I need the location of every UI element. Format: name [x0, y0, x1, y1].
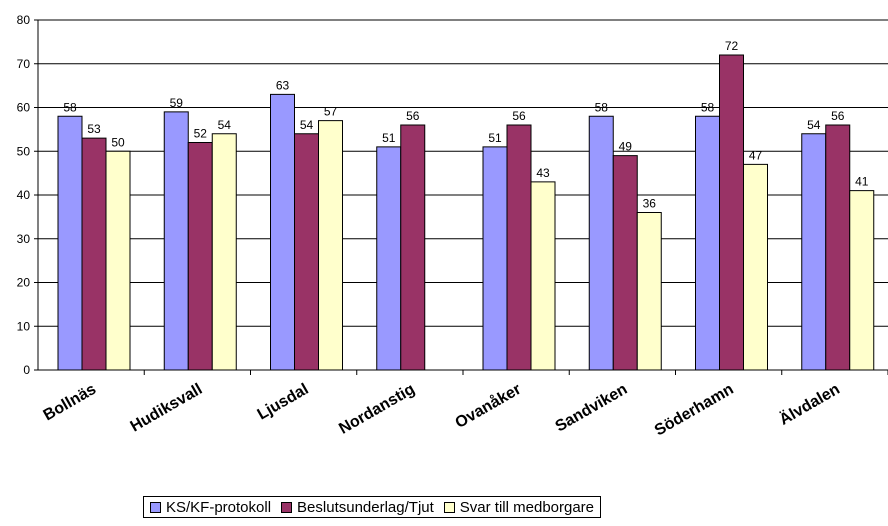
- x-tick-label: Ljusdal: [255, 381, 312, 424]
- bar: [294, 133, 319, 371]
- data-label: 58: [701, 100, 715, 114]
- data-label: 56: [831, 109, 845, 123]
- bar: [801, 133, 827, 371]
- bar: [187, 142, 213, 371]
- data-label: 72: [725, 39, 739, 53]
- data-label: 54: [218, 118, 232, 132]
- data-label: 54: [300, 118, 314, 132]
- bar: [588, 115, 614, 371]
- data-label: 50: [111, 135, 125, 149]
- chart-legend: KS/KF-protokoll Beslutsunderlag/Tjut Sva…: [143, 496, 602, 518]
- y-tick-label: 50: [17, 144, 31, 158]
- bar: [482, 146, 508, 371]
- data-label: 58: [595, 100, 609, 114]
- x-tick-label: Ovanåker: [452, 380, 524, 432]
- legend-label-svar: Svar till medborgare: [459, 498, 595, 516]
- y-tick-label: 70: [17, 57, 31, 71]
- data-label: 51: [488, 131, 502, 145]
- y-tick-label: 30: [17, 232, 31, 246]
- bar: [105, 150, 131, 371]
- data-label: 43: [536, 166, 550, 180]
- bar: [318, 120, 343, 371]
- bar: [270, 93, 295, 371]
- bar: [719, 54, 744, 371]
- data-label: 52: [194, 127, 208, 141]
- bar: [57, 115, 83, 371]
- bar: [506, 124, 532, 371]
- y-tick-label: 80: [17, 13, 31, 27]
- x-tick-label: Bollnäs: [41, 381, 100, 425]
- data-label: 54: [807, 118, 821, 132]
- x-tick-label: Nordanstig: [336, 381, 418, 438]
- legend-item-svar: Svar till medborgare: [443, 498, 595, 516]
- data-label: 56: [406, 109, 420, 123]
- bar: [612, 155, 638, 371]
- data-label: 56: [512, 109, 526, 123]
- bar: [530, 181, 556, 371]
- data-label: 53: [87, 122, 101, 136]
- data-label: 36: [643, 197, 657, 211]
- y-tick-label: 40: [17, 188, 31, 202]
- data-label: 57: [324, 105, 338, 119]
- data-label: 63: [276, 78, 290, 92]
- legend-label-ks-kf: KS/KF-protokoll: [166, 498, 272, 516]
- y-tick-label: 20: [17, 276, 31, 290]
- legend-swatch-svar: [443, 501, 455, 513]
- bar: [825, 124, 851, 371]
- x-tick-label: Söderhamn: [652, 381, 737, 440]
- legend-swatch-beslutsunderlag: [281, 501, 293, 513]
- bar: [81, 137, 107, 371]
- data-label: 59: [170, 96, 184, 110]
- y-tick-label: 10: [17, 319, 31, 333]
- x-tick-label: Hudiksvall: [128, 381, 206, 436]
- legend-swatch-ks-kf: [150, 501, 161, 513]
- y-tick-label: 60: [17, 101, 31, 115]
- bar: [636, 212, 662, 371]
- bar: [211, 133, 237, 371]
- legend-label-beslutsunderlag: Beslutsunderlag/Tjut: [297, 498, 434, 516]
- bar: [849, 190, 875, 371]
- data-label: 51: [382, 131, 396, 145]
- data-label: 49: [619, 140, 633, 154]
- legend-item-beslutsunderlag: Beslutsunderlag/Tjut: [281, 499, 434, 516]
- bar: [743, 163, 768, 371]
- data-label: 47: [749, 148, 763, 162]
- x-tick-label: Sandviken: [553, 381, 631, 436]
- bar: [695, 115, 720, 371]
- x-tick-label: Älvdalen: [776, 380, 843, 429]
- bar: [163, 111, 189, 371]
- y-tick-label: 0: [23, 363, 30, 377]
- bar: [400, 124, 426, 371]
- data-label: 41: [855, 175, 869, 189]
- legend-item-ks-kf: KS/KF-protokoll: [150, 499, 271, 516]
- bar: [376, 146, 402, 371]
- data-label: 58: [63, 100, 77, 114]
